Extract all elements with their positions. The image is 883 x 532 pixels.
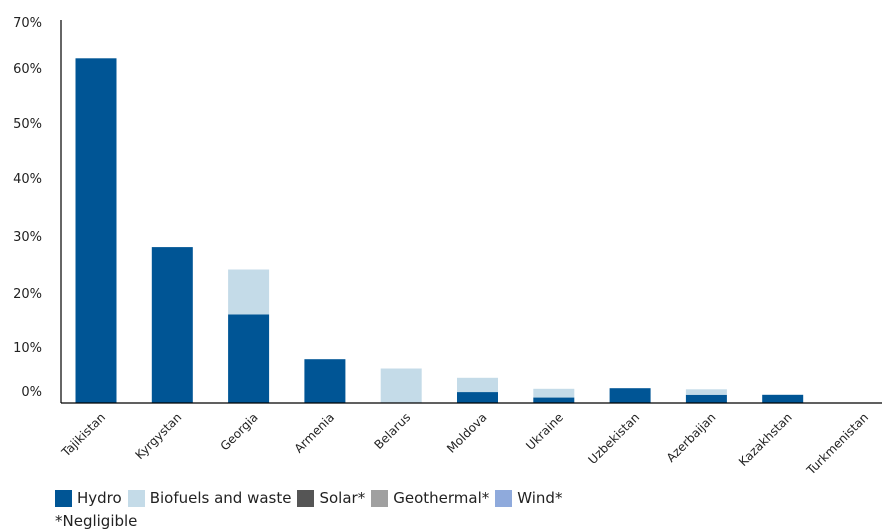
bar-kyrgystan-hydro bbox=[151, 247, 193, 403]
y-tick-label: 10% bbox=[13, 341, 42, 356]
legend-swatch-hydro bbox=[55, 489, 72, 507]
y-axis-ticks: 0% 10% 20% 30% 40% 50% 60% 70% bbox=[13, 16, 42, 400]
chart: 0% 10% 20% 30% 40% 50% 60% 70% Tajikistan Kyrgys… bbox=[13, 16, 882, 478]
legend-swatch-solar bbox=[297, 489, 315, 507]
bar-uzbekistan-hydro bbox=[609, 388, 651, 403]
y-tick-label: 20% bbox=[13, 287, 42, 302]
bar-georgia-hydro bbox=[228, 314, 270, 403]
x-tick-label: Belarus bbox=[372, 410, 414, 452]
y-tick-label: 70% bbox=[13, 16, 42, 31]
legend-label-hydro: Hydro bbox=[77, 489, 122, 507]
x-tick-label: Turkmenistan bbox=[803, 410, 871, 478]
legend-label-geothermal: Geothermal* bbox=[393, 489, 490, 507]
y-tick-label: 0% bbox=[21, 385, 42, 400]
x-axis-labels: Tajikistan Kyrgystan Georgia Armenia Belarus… bbox=[58, 410, 871, 478]
legend-item-biofuels: Biofuels and waste bbox=[127, 489, 292, 507]
legend-label-wind: Wind* bbox=[517, 489, 563, 507]
bar-armenia-hydro bbox=[304, 359, 346, 403]
x-tick-label: Georgia bbox=[218, 410, 261, 453]
y-tick-label: 30% bbox=[13, 230, 42, 245]
x-tick-label: Uzbekistan bbox=[585, 410, 642, 467]
bar-moldova-biofuels-and-waste bbox=[457, 377, 498, 392]
legend-label-solar: Solar* bbox=[319, 489, 366, 507]
bar-georgia-biofuels-and-waste bbox=[228, 269, 270, 315]
footnote: *Negligible bbox=[55, 512, 138, 530]
x-tick-label: Tajikistan bbox=[58, 410, 108, 460]
legend-item-geothermal: Geothermal* bbox=[371, 489, 489, 507]
x-tick-label: Azerbaijan bbox=[664, 410, 719, 465]
x-tick-label: Kyrgystan bbox=[132, 410, 184, 462]
bar-moldova-hydro bbox=[457, 392, 498, 403]
bar-kazakhstan-hydro bbox=[762, 394, 804, 403]
bar-tajikistan-hydro bbox=[75, 58, 117, 404]
bars bbox=[75, 58, 804, 404]
legend-item-solar: Solar* bbox=[297, 489, 365, 507]
legend: Hydro Biofuels and waste Solar* Geotherm… bbox=[55, 489, 568, 507]
legend-item-wind: Wind* bbox=[495, 489, 562, 507]
x-tick-label: Kazakhstan bbox=[736, 410, 795, 469]
x-tick-label: Armenia bbox=[292, 410, 337, 455]
legend-item-hydro: Hydro bbox=[55, 489, 122, 507]
bar-azerbaijan-hydro bbox=[685, 394, 727, 403]
bar-belarus-biofuels-and-waste bbox=[380, 368, 422, 403]
legend-swatch-geothermal bbox=[371, 489, 389, 507]
y-tick-label: 50% bbox=[13, 117, 42, 132]
bar-ukraine-biofuels-and-waste bbox=[533, 388, 575, 398]
x-tick-label: Ukraine bbox=[523, 410, 566, 453]
x-tick-label: Moldova bbox=[444, 410, 490, 456]
y-tick-label: 60% bbox=[13, 62, 42, 77]
bar-ukraine-hydro bbox=[533, 397, 575, 403]
bar-azerbaijan-biofuels-and-waste bbox=[685, 389, 727, 395]
y-tick-label: 40% bbox=[13, 172, 42, 187]
legend-swatch-biofuels bbox=[127, 489, 145, 507]
legend-label-biofuels: Biofuels and waste bbox=[149, 489, 292, 507]
legend-swatch-wind bbox=[495, 489, 513, 507]
